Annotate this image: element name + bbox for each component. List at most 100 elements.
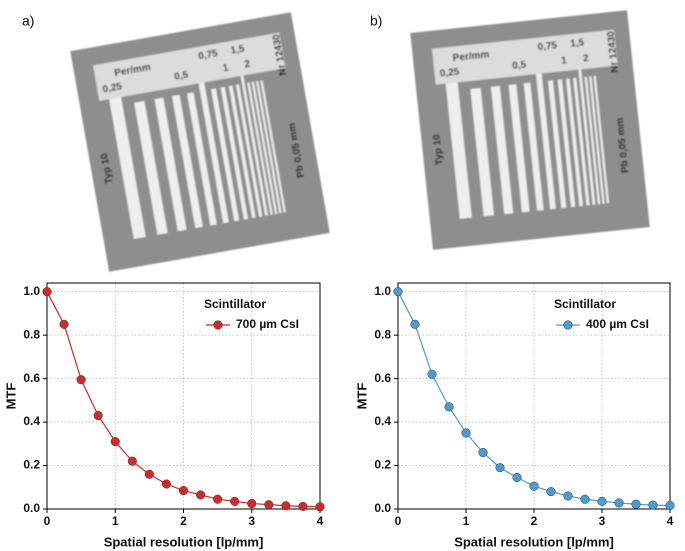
phantom-bar <box>523 82 544 211</box>
phantom-text: Typ 10 <box>99 152 115 185</box>
phantom-label-area <box>431 29 618 85</box>
data-point <box>597 496 607 506</box>
phantom-bar <box>251 81 278 215</box>
phantom-bar <box>247 82 273 215</box>
data-point <box>264 500 274 510</box>
phantom-bar <box>109 97 146 239</box>
phantom-text: 0,75 <box>537 40 558 53</box>
legend-label: 700 µm CsI <box>236 317 299 331</box>
y-tick-label: 0.0 <box>374 501 391 515</box>
x-tick-label: 1 <box>463 514 470 528</box>
data-point <box>461 428 471 438</box>
phantom-bar <box>256 80 282 214</box>
y-axis-label: MTF <box>354 383 369 410</box>
data-point <box>614 498 624 508</box>
phantom-text: 1,5 <box>570 37 585 49</box>
data-point <box>230 496 240 506</box>
data-point <box>478 447 488 458</box>
x-tick-label: 2 <box>180 514 187 528</box>
x-tick-label: 1 <box>112 514 119 528</box>
phantom-text: Per/mm <box>452 50 490 65</box>
y-tick-label: 1.0 <box>374 284 391 298</box>
phantom-bar <box>557 79 576 208</box>
data-point <box>161 479 171 489</box>
x-tick-label: 4 <box>317 514 324 528</box>
data-point <box>495 463 505 473</box>
legend-title: Scintillator <box>204 297 266 311</box>
data-point <box>110 437 120 447</box>
data-point <box>563 491 573 501</box>
phantom-text: 0,5 <box>512 60 527 72</box>
data-point <box>427 369 437 379</box>
legend-title: Scintillator <box>554 297 616 311</box>
plot-frame <box>46 282 321 510</box>
phantom-bar <box>235 84 263 217</box>
data-point <box>127 456 137 466</box>
data-point <box>281 501 291 511</box>
data-point <box>529 481 539 491</box>
data-point <box>59 319 69 329</box>
data-point <box>298 501 308 511</box>
phantom-bar <box>154 97 187 232</box>
phantom-text: 0,75 <box>198 48 220 62</box>
phantom-text: 2 <box>244 59 252 71</box>
phantom-bar <box>490 85 514 215</box>
x-axis-label: Spatial resolution [lp/mm] <box>104 534 264 549</box>
data-point <box>665 500 675 511</box>
legend-marker <box>213 320 223 330</box>
data-point <box>42 287 52 297</box>
y-tick-label: 0.2 <box>23 458 40 472</box>
phantom-bar <box>187 92 217 226</box>
legend-label: 400 µm CsI <box>586 317 649 331</box>
y-tick-label: 0.8 <box>374 327 391 341</box>
x-tick-label: 3 <box>248 514 255 528</box>
y-tick-label: 0.0 <box>23 501 40 515</box>
y-tick-label: 0.4 <box>374 414 391 428</box>
phantom-bar <box>228 85 256 219</box>
phantom-bar <box>593 75 610 204</box>
phantom-text: 2 <box>583 53 590 65</box>
data-point <box>546 487 556 497</box>
phantom-bar <box>578 69 596 205</box>
phantom-text: 1 <box>222 63 230 75</box>
phantom-bar <box>240 75 268 216</box>
data-point <box>648 500 658 510</box>
phantom-bar <box>134 101 168 235</box>
data-point <box>178 485 189 496</box>
data-point <box>410 319 420 329</box>
x-tick-label: 0 <box>44 514 51 528</box>
data-point <box>393 287 403 297</box>
phantom-bar <box>220 86 249 220</box>
y-tick-label: 0.8 <box>23 327 40 341</box>
phantom-text: 1,5 <box>230 44 246 57</box>
y-tick-label: 0.4 <box>23 414 40 428</box>
data-point <box>631 499 641 509</box>
x-tick-label: 3 <box>599 514 606 528</box>
legend-marker <box>563 320 573 330</box>
phantom-bar <box>470 87 495 217</box>
phantom-text: Nr 12430 <box>606 30 621 73</box>
phantom-label-area <box>93 32 286 101</box>
data-point <box>76 375 86 385</box>
data-point <box>213 494 223 504</box>
data-point <box>196 490 206 500</box>
phantom-bar <box>584 76 601 205</box>
x-tick-label: 0 <box>395 514 402 528</box>
data-point <box>512 472 522 483</box>
data-point <box>144 469 154 479</box>
phantom-bar <box>445 82 472 219</box>
phantom-text: 0,25 <box>102 81 124 95</box>
x-axis-label: Spatial resolution [lp/mm] <box>454 534 614 549</box>
phantom-text: 0,5 <box>174 70 190 83</box>
data-point <box>580 494 590 504</box>
plot-frame <box>397 282 671 510</box>
phantom-bar <box>508 84 530 213</box>
phantom-bar <box>198 82 229 224</box>
y-tick-label: 0.6 <box>23 371 40 385</box>
panel-label: b) <box>370 13 382 29</box>
phantom-text: Typ 10 <box>432 133 446 165</box>
phantom-bar <box>565 78 583 207</box>
phantom-bar <box>211 88 240 222</box>
